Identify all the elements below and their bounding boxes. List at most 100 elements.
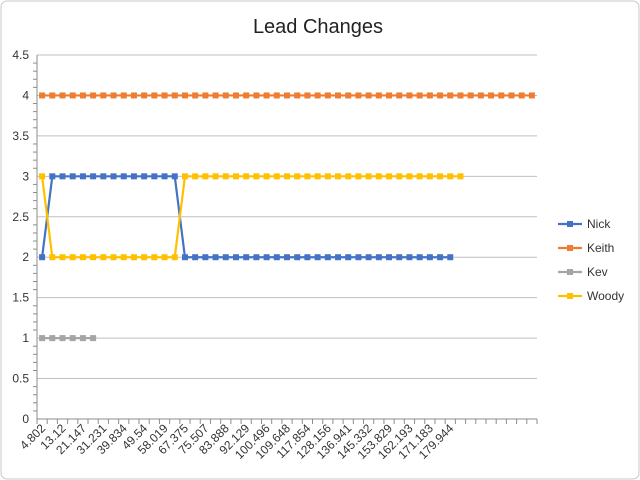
data-point-woody — [141, 254, 148, 261]
data-point-nick — [202, 254, 209, 261]
data-point-keith — [345, 92, 352, 99]
data-point-keith — [437, 92, 444, 99]
y-tick-label: 4 — [22, 88, 29, 102]
data-point-keith — [498, 92, 505, 99]
data-point-keith — [528, 92, 535, 99]
series-group — [39, 92, 535, 342]
data-point-woody — [314, 173, 321, 180]
data-point-woody — [324, 173, 331, 180]
y-tick-label: 0 — [22, 412, 29, 426]
data-point-keith — [110, 92, 117, 99]
y-tick-label: 1 — [22, 331, 29, 345]
data-point-nick — [324, 254, 331, 261]
data-point-nick — [79, 173, 86, 180]
data-point-nick — [100, 173, 107, 180]
data-point-nick — [416, 254, 423, 261]
legend-marker-kev — [567, 269, 573, 275]
data-point-keith — [263, 92, 270, 99]
data-point-keith — [90, 92, 97, 99]
data-point-nick — [110, 173, 117, 180]
y-tick-label: 3 — [22, 169, 29, 183]
data-point-nick — [273, 254, 280, 261]
data-point-keith — [161, 92, 168, 99]
data-point-woody — [49, 254, 56, 261]
data-point-keith — [100, 92, 107, 99]
data-point-woody — [355, 173, 362, 180]
data-point-nick — [90, 173, 97, 180]
data-point-woody — [386, 173, 393, 180]
data-point-woody — [39, 173, 46, 180]
data-point-woody — [90, 254, 97, 261]
data-point-keith — [39, 92, 46, 99]
data-point-keith — [69, 92, 76, 99]
data-point-keith — [253, 92, 260, 99]
data-point-keith — [324, 92, 331, 99]
data-point-keith — [457, 92, 464, 99]
data-point-keith — [488, 92, 495, 99]
data-point-keith — [243, 92, 250, 99]
data-point-woody — [130, 254, 137, 261]
data-point-keith — [335, 92, 342, 99]
data-point-woody — [416, 173, 423, 180]
data-point-woody — [59, 254, 66, 261]
data-point-keith — [273, 92, 280, 99]
data-point-keith — [477, 92, 484, 99]
data-point-woody — [396, 173, 403, 180]
data-point-woody — [335, 173, 342, 180]
data-point-woody — [375, 173, 382, 180]
data-point-woody — [161, 254, 168, 261]
data-point-nick — [437, 254, 444, 261]
data-point-kev — [90, 335, 97, 342]
data-point-woody — [263, 173, 270, 180]
legend-marker-nick — [567, 221, 573, 227]
data-point-nick — [355, 254, 362, 261]
data-point-woody — [120, 254, 127, 261]
data-point-nick — [59, 173, 66, 180]
data-point-nick — [222, 254, 229, 261]
data-point-keith — [120, 92, 127, 99]
data-point-woody — [457, 173, 464, 180]
data-point-woody — [69, 254, 76, 261]
data-point-woody — [151, 254, 158, 261]
data-point-nick — [161, 173, 168, 180]
data-point-keith — [130, 92, 137, 99]
data-point-keith — [151, 92, 158, 99]
data-point-nick — [151, 173, 158, 180]
data-point-keith — [304, 92, 311, 99]
data-point-woody — [212, 173, 219, 180]
y-tick-label: 1.5 — [12, 291, 29, 305]
data-point-nick — [304, 254, 311, 261]
data-point-woody — [406, 173, 413, 180]
data-point-nick — [426, 254, 433, 261]
data-point-woody — [345, 173, 352, 180]
data-point-keith — [518, 92, 525, 99]
data-point-woody — [222, 173, 229, 180]
legend-marker-woody — [567, 293, 573, 299]
y-tick-label: 3.5 — [12, 129, 29, 143]
data-point-nick — [345, 254, 352, 261]
data-point-keith — [181, 92, 188, 99]
data-point-keith — [508, 92, 515, 99]
data-point-woody — [365, 173, 372, 180]
legend-label-nick: Nick — [587, 217, 611, 231]
data-point-woody — [304, 173, 311, 180]
data-point-nick — [39, 254, 46, 261]
chart-title: Lead Changes — [253, 16, 383, 38]
data-point-woody — [284, 173, 290, 180]
data-point-keith — [447, 92, 454, 99]
data-point-woody — [232, 173, 239, 180]
data-point-woody — [294, 173, 301, 180]
data-point-nick — [181, 254, 188, 261]
data-point-keith — [171, 92, 178, 99]
data-point-nick — [314, 254, 321, 261]
y-axis-ticks: 0 0.5 1 1.5 2 2.5 3 3.5 4 4.5 — [12, 48, 38, 426]
data-point-keith — [406, 92, 413, 99]
data-point-nick — [284, 254, 290, 261]
data-point-nick — [49, 173, 56, 180]
data-point-nick — [243, 254, 250, 261]
data-point-keith — [355, 92, 362, 99]
data-point-keith — [212, 92, 219, 99]
data-point-nick — [294, 254, 301, 261]
